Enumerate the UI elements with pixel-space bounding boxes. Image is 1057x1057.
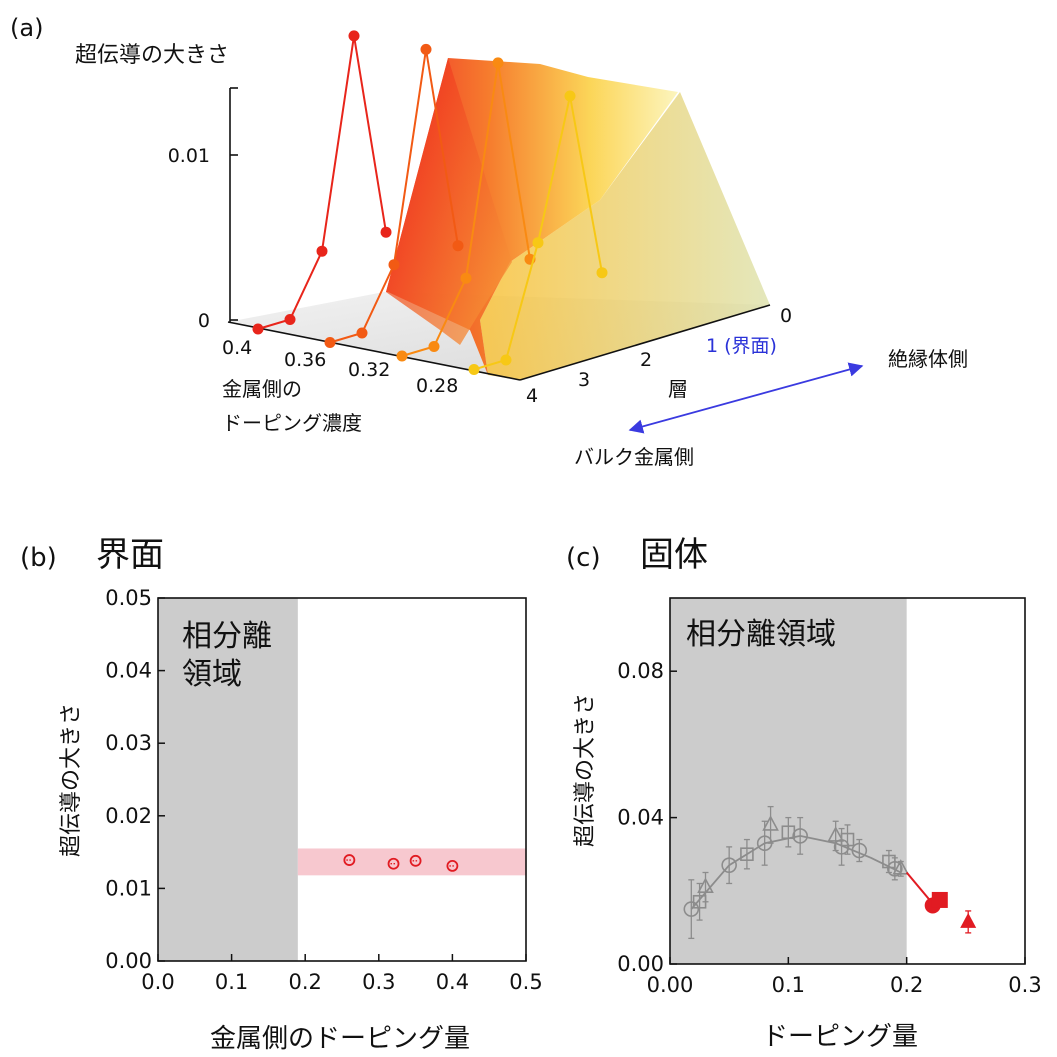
- panel-c-gray-square-1: [740, 847, 754, 862]
- panel-a-x-tick-04: 0.4: [222, 337, 252, 359]
- panel-c-frame: [669, 597, 1026, 965]
- panel-b-point-1: [387, 857, 400, 870]
- panel-a-point-0.32-layer2: [460, 272, 472, 284]
- panel-a-x-tick-036: 0.36: [284, 349, 326, 371]
- panel-c-y-tick-label: 0.08: [617, 659, 664, 683]
- panel-c-gray-circle-0: [683, 901, 700, 917]
- panel-a-point-0.36-layer0: [452, 240, 464, 252]
- panel-b-point-3: [446, 859, 459, 872]
- panel-a-point-0.36-layer1: [420, 43, 432, 55]
- panel-c-region-label: 相分離領域: [686, 617, 836, 652]
- panel-a-xlabel-line2: ドーピング濃度: [222, 411, 362, 435]
- panel-c-x-tick-label: 0.1: [772, 973, 805, 997]
- panel-a-point-0.4-layer1: [348, 30, 360, 42]
- panel-a-series-group: [252, 30, 608, 375]
- panel-c-plot: 0.00 0.1 0.2 0.3 0.00 0.04 0.08: [617, 597, 1042, 997]
- panel-a-z-tick-label-0: 0: [198, 310, 210, 332]
- panel-a-point-0.36-layer2: [388, 259, 400, 271]
- panel-b-point-2: [409, 854, 422, 867]
- panel-a-z-tick-label-001: 0.01: [168, 145, 210, 167]
- panel-c-gray-triangle-3: [892, 859, 910, 875]
- panel-a-point-0.4-layer4: [252, 323, 264, 335]
- panel-c-shaded-region: [670, 598, 907, 964]
- panel-a-y-tick-2: 2: [640, 349, 652, 371]
- panel-a-point-0.36-layer3: [356, 327, 368, 339]
- panel-b-point-0: [343, 854, 356, 866]
- panel-a-y-tick-3: 3: [578, 369, 590, 391]
- panel-c-xlabel: ドーピング量: [762, 1022, 918, 1052]
- panel-b-x-tick-label: 0.3: [362, 970, 395, 994]
- panel-a-point-0.28-layer1: [564, 90, 576, 102]
- panel-a-point-0.28-layer2: [532, 237, 544, 249]
- panel-c-gray-circle-5: [851, 842, 868, 859]
- panel-b-region-label-line2: 領域: [182, 657, 242, 692]
- panel-b-y-tick-label: 0.01: [105, 876, 152, 900]
- panel-c-gray-circle-3: [792, 828, 808, 844]
- panel-a-y-tick-1: 1 (界面): [706, 335, 777, 357]
- panel-a-point-0.32-layer1: [492, 57, 504, 69]
- panel-a-y-tick-0: 0: [780, 305, 792, 327]
- panel-a-surface-right: [480, 92, 770, 380]
- panel-a-zlabel: 超伝導の大きさ: [75, 43, 229, 68]
- panel-b-x-tick-label: 0.2: [288, 970, 321, 994]
- panel-b-title: 界面: [96, 535, 164, 575]
- panel-a-label: (a): [10, 14, 43, 42]
- panel-a-layer-axis: [519, 304, 771, 381]
- panel-c-ylabel: 超伝導の大きさ: [573, 693, 598, 847]
- panel-a-x-tick-032: 0.32: [348, 359, 390, 381]
- panel-a-point-0.32-layer3: [428, 341, 440, 352]
- panel-a-arrow-insulator-label: 絶縁体側: [888, 347, 968, 371]
- panel-a-point-0.32-layer4: [396, 350, 408, 362]
- panel-b-shaded-region: [158, 598, 298, 961]
- panel-a-ylabel: 層: [668, 377, 688, 401]
- panel-c-red-square-0: [931, 891, 948, 908]
- panel-b-y-tick-label: 0.05: [105, 586, 152, 610]
- panel-a-xlabel-line1: 金属側の: [222, 377, 302, 401]
- panel-a-point-0.4-layer2: [316, 245, 328, 257]
- panel-a-point-0.4-layer0: [380, 226, 392, 238]
- panel-c-gray-triangle-0: [697, 877, 714, 893]
- panel-a-point-0.36-layer4: [324, 337, 336, 348]
- panel-a-direction-arrow: [628, 362, 864, 434]
- panel-c-title: 固体: [640, 535, 708, 575]
- panel-c-y-tick-label: 0.04: [617, 806, 664, 830]
- panel-c-x-tick-label: 0.3: [1008, 973, 1041, 997]
- panel-b-y-tick-label: 0.04: [105, 659, 152, 683]
- panel-a-x-tick-028: 0.28: [416, 375, 458, 397]
- panel-b-x-tick-label: 0.0: [141, 970, 174, 994]
- panel-c-gray-square-2: [781, 825, 796, 840]
- panel-c-x-tick-label: 0.00: [647, 973, 694, 997]
- panel-c-x-tick-label: 0.2: [890, 973, 923, 997]
- panel-b-y-tick-label: 0.00: [105, 949, 152, 973]
- panel-b-y-tick-label: 0.02: [105, 804, 152, 828]
- panel-c-gray-circle-1: [721, 857, 737, 873]
- panel-a-y-tick-4: 4: [526, 385, 538, 407]
- panel-a-point-0.28-layer0: [596, 267, 608, 279]
- panel-a-point-0.28-layer3: [500, 354, 512, 366]
- panel-a-surface-left: [386, 58, 512, 345]
- panel-b-frame: [157, 597, 527, 962]
- panel-b-x-tick-label: 0.5: [509, 970, 542, 994]
- panel-a-arrow-bulk-label: バルク金属側: [574, 445, 694, 469]
- panel-a-series-line-0.4: [257, 35, 387, 330]
- panel-b-label: (b): [20, 543, 57, 573]
- panel-c-red-line: [905, 871, 934, 905]
- panel-b-x-tick-label: 0.1: [215, 970, 248, 994]
- panel-c-y-tick-label: 0.00: [617, 952, 664, 976]
- panel-c-red-triangle-0: [960, 912, 977, 928]
- panel-b-x-tick-label: 0.4: [436, 970, 469, 994]
- panel-b-xlabel: 金属側のドーピング量: [210, 1024, 470, 1054]
- panel-c-gray-triangle-2: [827, 826, 845, 842]
- panel-b-plot: 0.0 0.1 0.2 0.3 0.4 0.5 0.00 0.01 0.02 0.03 0.04 0.…: [105, 586, 542, 994]
- panel-b-y-tick-label: 0.03: [105, 731, 152, 755]
- panel-c-label: (c): [566, 543, 601, 573]
- panel-b-ylabel: 超伝導の大きさ: [59, 703, 84, 857]
- panel-c-gray-triangle-1: [762, 815, 779, 831]
- panel-b-region-label-line1: 相分離: [182, 619, 272, 654]
- panel-a-point-0.4-layer3: [284, 314, 296, 325]
- panel-a-point-0.28-layer4: [468, 364, 480, 375]
- panel-b-band: [297, 848, 526, 876]
- panel-c-gray-square-4: [882, 854, 896, 869]
